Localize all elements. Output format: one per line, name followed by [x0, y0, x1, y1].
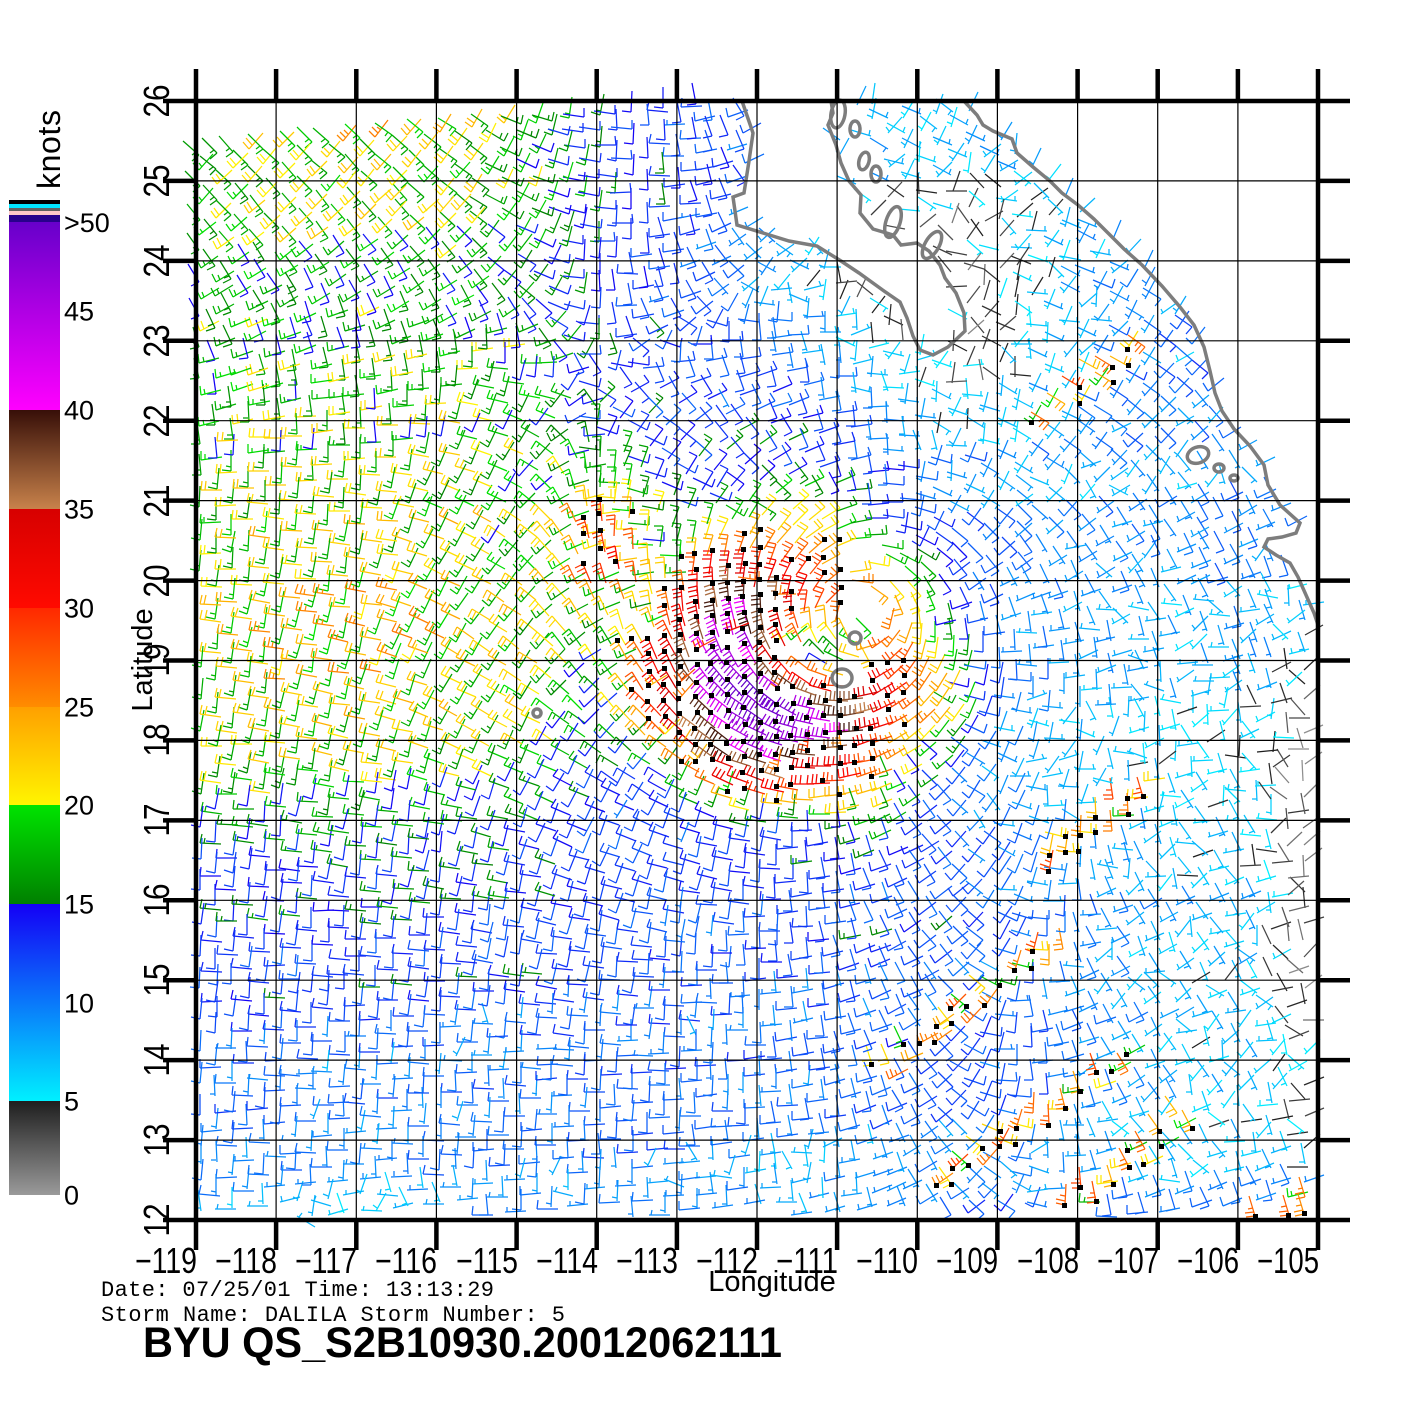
- svg-text:19: 19: [136, 644, 177, 677]
- svg-text:30: 30: [64, 594, 94, 624]
- svg-text:Storm Name: DALILA Storm Num: Storm Name: DALILA Storm Number: 5: [101, 1303, 565, 1328]
- svg-text:15: 15: [136, 964, 177, 997]
- svg-text:−114: −114: [536, 1240, 598, 1281]
- svg-text:−106: −106: [1177, 1240, 1239, 1281]
- svg-text:10: 10: [64, 989, 94, 1019]
- svg-text:−116: −116: [375, 1240, 437, 1281]
- svg-text:24: 24: [136, 245, 177, 278]
- svg-text:−110: −110: [856, 1240, 918, 1281]
- svg-text:45: 45: [64, 297, 94, 327]
- svg-text:>50: >50: [64, 208, 110, 238]
- svg-text:−112: −112: [696, 1240, 758, 1281]
- svg-text:−107: −107: [1097, 1240, 1159, 1281]
- svg-text:26: 26: [136, 85, 177, 118]
- svg-text:12: 12: [136, 1204, 177, 1237]
- svg-text:−118: −118: [215, 1240, 277, 1281]
- svg-text:18: 18: [136, 724, 177, 757]
- svg-text:20: 20: [136, 565, 177, 598]
- svg-text:knots: knots: [31, 110, 67, 189]
- svg-text:40: 40: [64, 396, 94, 426]
- svg-text:25: 25: [136, 165, 177, 198]
- svg-text:−105: −105: [1257, 1240, 1319, 1281]
- svg-text:Date: 07/25/01 Time: 13:13:2: Date: 07/25/01 Time: 13:13:29: [101, 1278, 494, 1303]
- svg-text:21: 21: [136, 485, 177, 518]
- svg-text:Latitude: Latitude: [127, 608, 159, 711]
- svg-text:0: 0: [64, 1181, 79, 1211]
- svg-text:−117: −117: [295, 1240, 357, 1281]
- svg-text:−119: −119: [135, 1240, 197, 1281]
- svg-text:14: 14: [136, 1044, 177, 1077]
- svg-text:22: 22: [136, 405, 177, 438]
- svg-text:16: 16: [136, 884, 177, 917]
- svg-text:25: 25: [64, 693, 94, 723]
- svg-text:−115: −115: [456, 1240, 518, 1281]
- svg-text:−108: −108: [1017, 1240, 1079, 1281]
- svg-text:5: 5: [64, 1087, 79, 1117]
- svg-text:Longitude: Longitude: [708, 1266, 835, 1298]
- svg-text:−109: −109: [936, 1240, 998, 1281]
- svg-text:−113: −113: [616, 1240, 678, 1281]
- svg-text:17: 17: [136, 804, 177, 837]
- svg-text:−111: −111: [776, 1240, 838, 1281]
- svg-text:13: 13: [136, 1124, 177, 1157]
- svg-text:35: 35: [64, 495, 94, 525]
- svg-text:20: 20: [64, 791, 94, 821]
- svg-text:BYU QS_S2B10930.20012062111: BYU QS_S2B10930.20012062111: [143, 1319, 782, 1367]
- svg-text:15: 15: [64, 890, 94, 920]
- svg-text:23: 23: [136, 325, 177, 358]
